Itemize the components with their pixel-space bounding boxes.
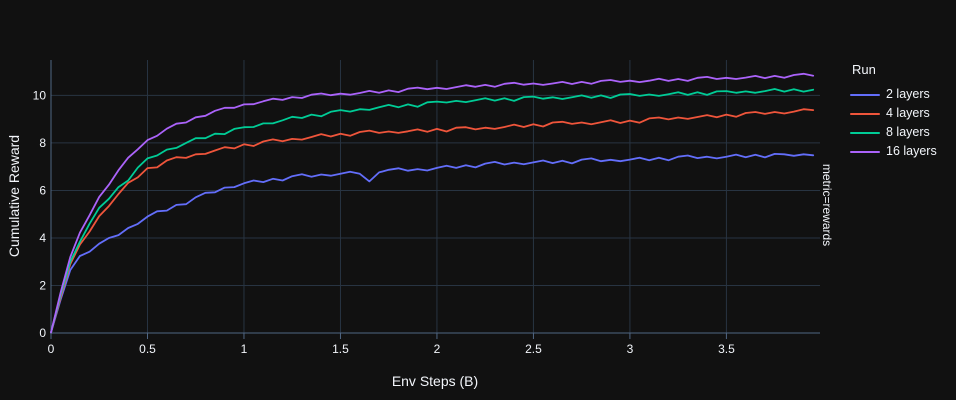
y-tick-label: 2 [39, 278, 46, 292]
series-line-16-layers [50, 72, 815, 334]
series-swatch-2-layers [850, 93, 880, 96]
legend-item-16-layers[interactable]: 16 layers [850, 142, 937, 161]
x-tick-label: 2 [434, 342, 441, 356]
legend-item-2-layers[interactable]: 2 layers [850, 85, 937, 104]
legend-label: 4 layers [886, 106, 930, 120]
legend-item-8-layers[interactable]: 8 layers [850, 123, 937, 142]
x-tick-label: 0 [48, 342, 55, 356]
series-line-8-layers [50, 88, 815, 334]
legend-label: 2 layers [886, 87, 930, 101]
y-tick-label: 8 [39, 136, 46, 150]
facet-annotation-metric: metric=rewards [820, 163, 834, 247]
x-tick-label: 3 [627, 342, 634, 356]
x-tick-label: 3.5 [718, 342, 735, 356]
y-tick-label: 0 [39, 326, 46, 340]
x-tick-label: 1 [241, 342, 248, 356]
series-swatch-8-layers [850, 131, 880, 134]
legend-item-4-layers[interactable]: 4 layers [850, 104, 937, 123]
x-axis-title: Env Steps (B) [391, 373, 479, 389]
legend-label: 8 layers [886, 125, 930, 139]
y-tick-label: 10 [33, 88, 47, 102]
legend-title: Run [852, 62, 876, 77]
series-swatch-4-layers [850, 112, 880, 115]
x-tick-label: 0.5 [139, 342, 156, 356]
legend: Run 2 layers 4 layers 8 layers 16 layers [850, 62, 937, 161]
x-tick-label: 2.5 [525, 342, 542, 356]
series-line-4-layers [50, 108, 815, 334]
y-axis-title: Cumulative Reward [6, 134, 22, 258]
x-tick-label: 1.5 [332, 342, 349, 356]
y-tick-label: 6 [39, 183, 46, 197]
series-swatch-16-layers [850, 150, 880, 153]
y-tick-label: 4 [39, 231, 46, 245]
series-line-2-layers [50, 152, 815, 334]
legend-label: 16 layers [886, 144, 937, 158]
